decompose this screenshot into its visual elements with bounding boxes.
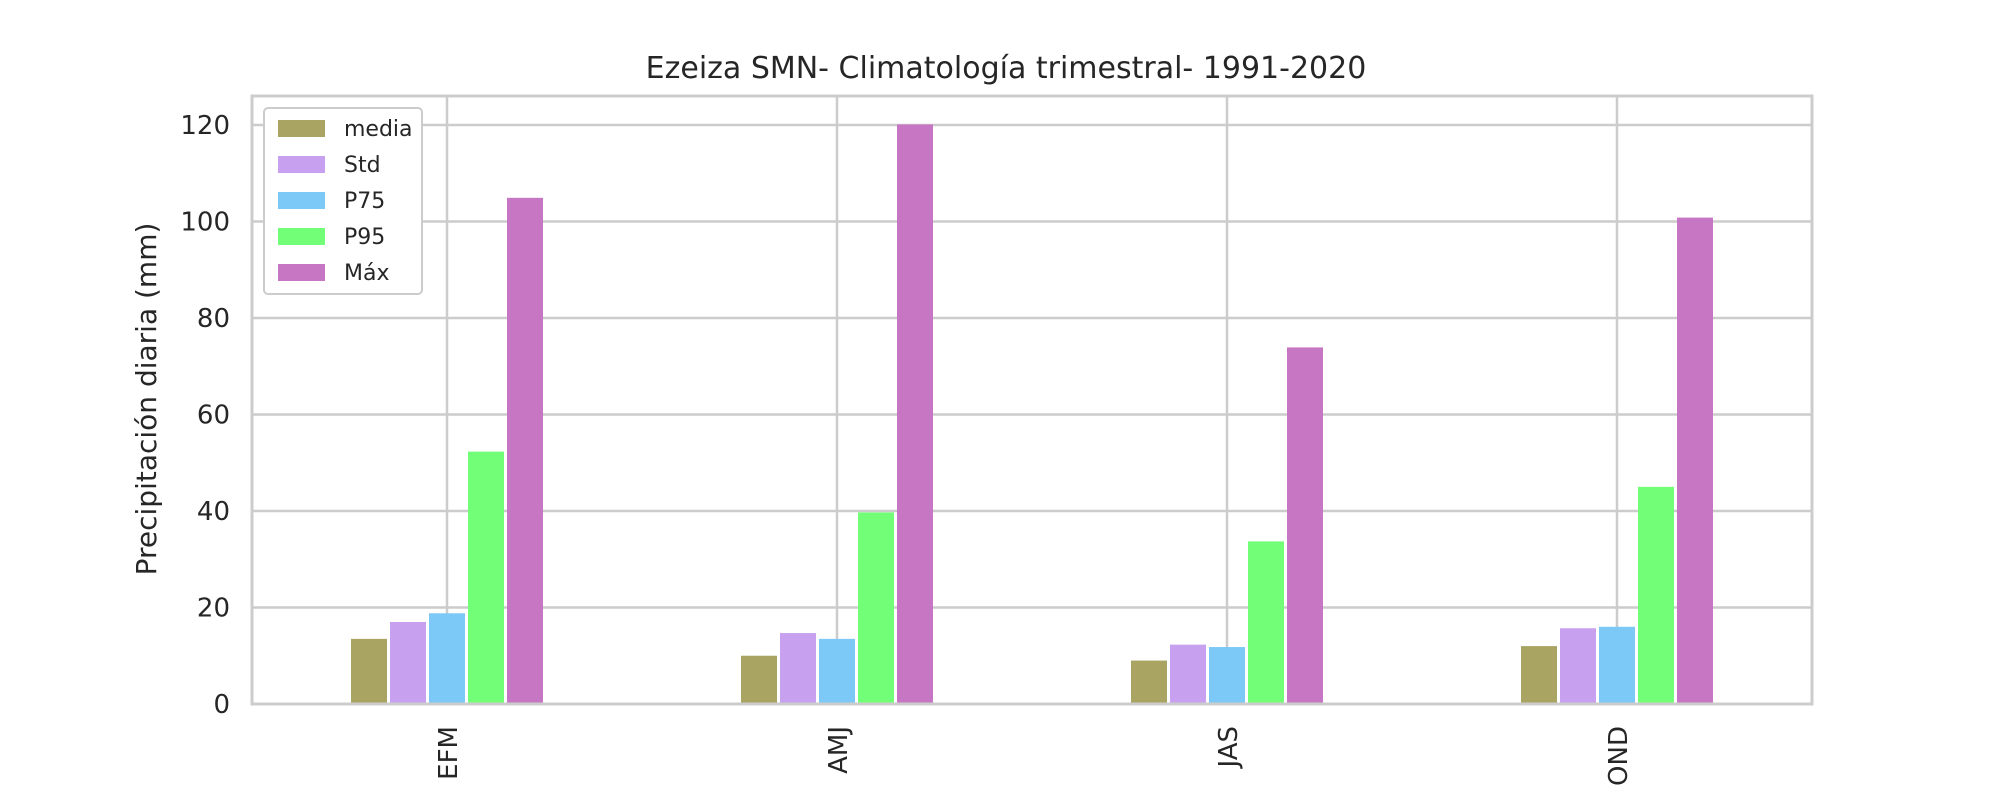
y-tick-label: 120: [180, 111, 230, 141]
bar-AMJ-media: [741, 655, 777, 704]
legend-label-P75: P75: [344, 189, 385, 214]
y-tick-label: 100: [180, 207, 230, 237]
legend-swatch-Std: [278, 156, 325, 173]
plot-frame: [250, 94, 1814, 706]
bar-AMJ-P95: [858, 512, 894, 704]
bar-AMJ-Máx: [897, 124, 933, 704]
y-tick-label: 40: [197, 497, 230, 527]
bar-JAS-P95: [1248, 541, 1284, 704]
bar-AMJ-P75: [819, 638, 855, 704]
bar-EFM-P75: [429, 613, 465, 704]
bar-EFM-P95: [468, 451, 504, 704]
legend: media Std P75 P95 Máx: [263, 107, 423, 295]
y-tick-label: 0: [213, 690, 230, 720]
x-tick-label: OND: [1604, 726, 1634, 786]
y-tick-label: 20: [197, 593, 230, 623]
plot-border: [250, 94, 1814, 706]
bar-JAS-Std: [1170, 644, 1206, 704]
bar-OND-P95: [1638, 486, 1674, 704]
legend-label-Máx: Máx: [344, 261, 389, 286]
y-tick-label: 80: [197, 304, 230, 334]
legend-swatch-P75: [278, 192, 325, 209]
y-tick-label: 60: [197, 400, 230, 430]
x-tick-label: EFM: [434, 726, 464, 780]
x-tick-label: JAS: [1214, 726, 1244, 770]
bar-EFM-media: [351, 638, 387, 704]
bar-JAS-media: [1131, 660, 1167, 704]
y-tick-labels: 0 20 40 60 80 100 120: [180, 111, 230, 720]
y-axis-label: Precipitación diaria (mm): [130, 223, 163, 576]
bar-OND-media: [1521, 646, 1557, 704]
legend-label-media: media: [344, 117, 413, 142]
bar-OND-Máx: [1677, 217, 1713, 704]
chart-title: Ezeiza SMN- Climatología trimestral- 199…: [646, 51, 1367, 86]
bar-JAS-P75: [1209, 647, 1245, 704]
bar-JAS-Máx: [1287, 347, 1323, 704]
bar-OND-Std: [1560, 628, 1596, 704]
legend-swatch-media: [278, 120, 325, 137]
x-tick-labels: EFM AMJ JAS OND: [434, 726, 1634, 786]
legend-label-P95: P95: [344, 225, 385, 250]
legend-swatch-P95: [278, 228, 325, 245]
bar-EFM-Std: [390, 621, 426, 704]
bar-OND-P75: [1599, 626, 1635, 704]
bars: [351, 124, 1713, 705]
bar-EFM-Máx: [507, 197, 543, 705]
legend-label-Std: Std: [344, 153, 381, 178]
legend-box: [263, 107, 423, 295]
bar-AMJ-Std: [780, 633, 816, 704]
legend-swatch-Máx: [278, 264, 325, 281]
x-tick-label: AMJ: [824, 726, 854, 774]
